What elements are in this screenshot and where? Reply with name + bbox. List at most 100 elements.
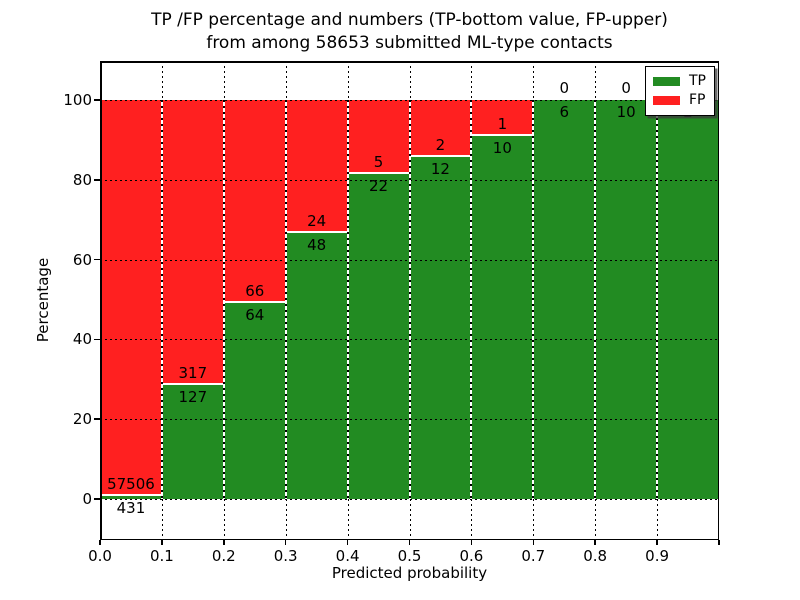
bar-fp-count-label: 317 <box>178 363 208 382</box>
bar-fp-count-label: 2 <box>435 136 446 155</box>
y-tick-label: 40 <box>72 330 92 349</box>
x-tick-label: 0.5 <box>397 547 422 565</box>
bar-segment-tp <box>471 136 534 499</box>
bar-segment-tp <box>595 100 658 499</box>
gridline-vertical <box>595 499 597 540</box>
y-axis-tick <box>94 258 100 261</box>
spine-right <box>717 61 719 540</box>
gridline-vertical <box>471 61 473 100</box>
spine-left <box>100 61 102 540</box>
bar-segment-fp <box>409 100 472 158</box>
x-tick-label: 0.0 <box>88 547 112 565</box>
bar-tp-count-label: 6 <box>559 103 570 121</box>
spine-bottom <box>100 538 719 540</box>
bar-segment-tp <box>223 302 286 499</box>
bar-tp-count-label: 431 <box>116 499 146 518</box>
bar-boundary-line <box>470 100 473 499</box>
bar-tp-count-label: 12 <box>430 160 450 179</box>
x-axis-tick <box>718 540 720 545</box>
y-axis-tick <box>94 99 100 101</box>
bar-segment-fp <box>347 100 410 174</box>
x-axis-tick <box>99 540 101 545</box>
bar-segment-tp <box>657 100 719 499</box>
chart-title-line2: from among 58653 submitted ML-type conta… <box>206 33 613 53</box>
gridline-vertical <box>161 61 163 100</box>
gridline-vertical <box>161 499 163 540</box>
bar-tp-count-label: 127 <box>178 387 208 406</box>
x-axis-tick <box>594 540 596 545</box>
legend-label-fp: FP <box>689 92 706 108</box>
x-axis-tick <box>161 540 163 545</box>
bar-segment-fp <box>285 100 348 233</box>
bar-segment-tp <box>347 173 410 499</box>
chart-title: TP /FP percentage and numbers (TP-bottom… <box>100 9 719 55</box>
gridline-vertical <box>409 61 411 100</box>
bar-tp-count-label: 22 <box>368 176 389 195</box>
legend-label-tp: TP <box>689 73 706 89</box>
bar-fp-count-label: 0 <box>559 79 570 97</box>
x-tick-label: 0.8 <box>583 547 608 565</box>
x-axis-tick <box>532 540 535 545</box>
bar-fp-count-label: 66 <box>245 281 265 300</box>
gridline-vertical <box>285 499 287 540</box>
bar-fp-count-label: 0 <box>621 79 631 97</box>
x-tick-label: 0.1 <box>149 547 174 565</box>
x-tick-label: 0.2 <box>211 547 236 565</box>
bar-boundary-line <box>284 100 287 499</box>
gridline-vertical <box>657 499 659 540</box>
x-tick-label: 0.7 <box>521 547 546 565</box>
x-axis-label: Predicted probability <box>331 564 488 582</box>
bar-segment-tp <box>100 496 162 499</box>
bar-segment-tp <box>409 157 472 499</box>
chart-title-line1: TP /FP percentage and numbers (TP-bottom… <box>151 10 668 30</box>
bar-boundary-line <box>408 100 411 499</box>
bar-boundary-line <box>656 100 659 499</box>
bar-segment-fp <box>471 100 534 137</box>
bar-boundary-line <box>594 100 597 499</box>
gridline-vertical <box>347 61 349 100</box>
x-axis-tick <box>408 540 411 545</box>
gridline-vertical <box>223 61 225 100</box>
bar-fp-count-label: 57506 <box>107 475 155 494</box>
bar-segment-tp <box>285 232 348 499</box>
x-tick-label: 0.4 <box>335 547 360 565</box>
x-axis-tick <box>223 540 225 545</box>
bar-tp-count-label: 64 <box>245 305 265 324</box>
x-tick-label: 0.6 <box>459 547 484 565</box>
y-tick-label: 0 <box>82 490 92 508</box>
y-tick-label: 60 <box>72 250 92 269</box>
legend-swatch-fp <box>653 96 680 105</box>
x-axis-tick <box>284 540 287 545</box>
bar-segment-fp <box>100 100 162 497</box>
legend-swatch-tp <box>653 77 680 86</box>
gridline-vertical <box>285 61 287 100</box>
y-axis-tick <box>94 498 100 500</box>
y-tick-label: 80 <box>72 170 92 189</box>
gridline-vertical <box>533 61 535 100</box>
x-axis-tick <box>346 540 349 545</box>
gridline-vertical <box>533 499 535 540</box>
legend: TP FP <box>645 66 715 116</box>
bar-fp-count-label: 24 <box>307 211 327 230</box>
gridline-vertical <box>471 499 473 540</box>
gridline-vertical <box>595 61 597 100</box>
y-axis-tick <box>94 418 100 420</box>
spine-top <box>100 61 719 63</box>
x-axis-tick <box>470 540 473 545</box>
bar-tp-count-label: 10 <box>616 103 636 121</box>
x-axis-tick <box>656 540 658 545</box>
bar-fp-count-label: 1 <box>497 115 508 134</box>
bar-boundary-line <box>532 100 535 499</box>
y-axis-label: Percentage <box>34 257 52 343</box>
y-axis-tick <box>94 179 100 181</box>
y-tick-label: 20 <box>72 410 92 429</box>
y-axis-tick <box>94 338 100 341</box>
gridline-vertical <box>409 499 411 540</box>
legend-row-fp: FP <box>653 91 706 110</box>
bar-boundary-line <box>222 100 225 499</box>
y-tick-label: 100 <box>63 91 92 109</box>
legend-row-tp: TP <box>653 72 706 91</box>
bar-boundary-line <box>160 100 163 499</box>
bar-segment-tp <box>161 384 224 499</box>
bar-boundary-line <box>346 100 349 499</box>
